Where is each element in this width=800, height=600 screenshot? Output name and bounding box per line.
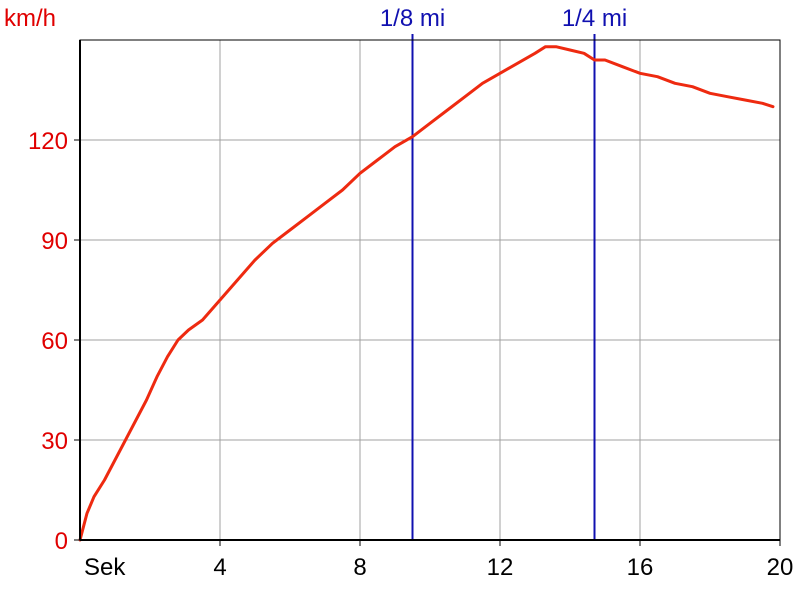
plot-border	[79, 39, 781, 541]
x-tick-label: 4	[213, 554, 226, 581]
marker-label: 1/8 mi	[380, 5, 445, 32]
y-axis-unit-label: km/h	[4, 5, 56, 32]
plot-frame	[79, 39, 781, 541]
x-tick-label: 16	[627, 554, 654, 581]
x-tick-labels: 4 8 12 16 20	[213, 540, 793, 581]
y-tick-label: 90	[41, 228, 68, 255]
grid-lines	[80, 40, 780, 540]
y-tick-label: 30	[41, 428, 68, 455]
distance-markers: 1/8 mi 1/4 mi	[380, 5, 627, 540]
x-tick-label: 12	[487, 554, 514, 581]
x-axis-unit-label: Sek	[84, 554, 126, 581]
x-tick-label: 20	[767, 554, 794, 581]
plot-area	[78, 45, 775, 542]
y-tick-label: 60	[41, 328, 68, 355]
speed-series-line	[78, 45, 775, 542]
x-tick-label: 8	[353, 554, 366, 581]
y-tick-label: 0	[55, 528, 68, 555]
y-tick-labels: 0 30 60 90 120	[28, 128, 80, 555]
y-tick-label: 120	[28, 128, 68, 155]
marker-label: 1/4 mi	[562, 5, 627, 32]
